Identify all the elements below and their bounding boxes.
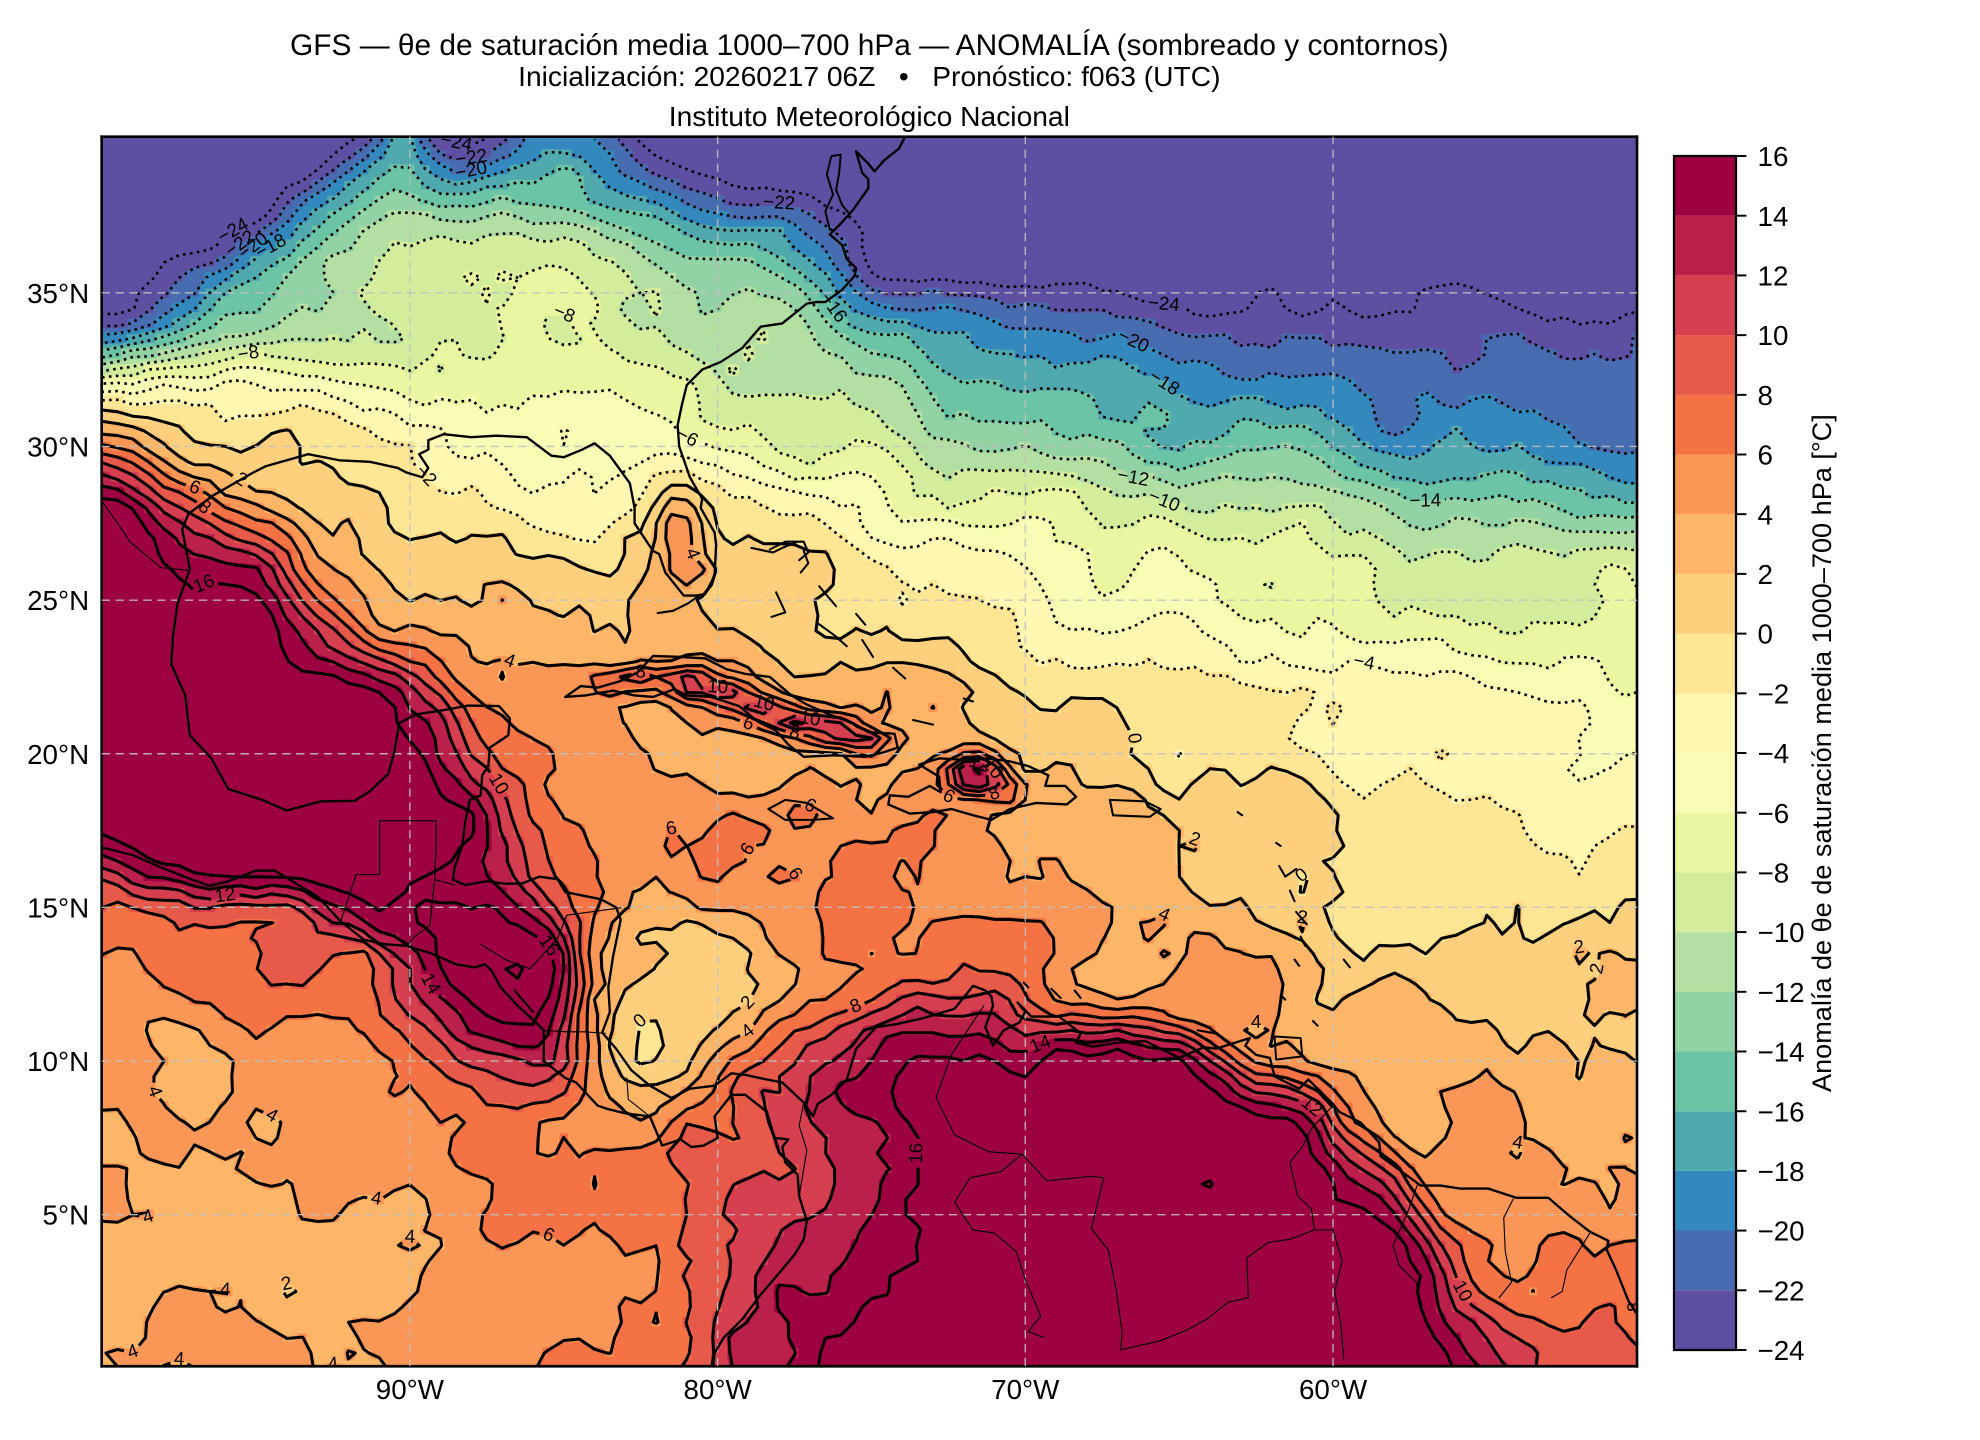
svg-text:2: 2 — [1758, 559, 1773, 590]
svg-text:10: 10 — [751, 690, 776, 716]
svg-text:80°W: 80°W — [684, 1374, 753, 1405]
svg-text:10°N: 10°N — [27, 1046, 89, 1077]
svg-text:25°N: 25°N — [27, 585, 89, 616]
svg-text:−2: −2 — [1758, 678, 1790, 709]
svg-text:−4: −4 — [1758, 738, 1790, 769]
svg-text:70°W: 70°W — [991, 1374, 1060, 1405]
svg-text:−22: −22 — [763, 191, 796, 214]
svg-text:6: 6 — [1758, 440, 1773, 471]
svg-text:0: 0 — [1758, 619, 1773, 650]
svg-text:10: 10 — [798, 706, 822, 730]
svg-text:−14: −14 — [1758, 1037, 1805, 1068]
svg-text:4: 4 — [220, 1278, 231, 1299]
svg-text:0: 0 — [1124, 731, 1146, 744]
svg-text:−20: −20 — [1758, 1216, 1805, 1247]
svg-text:−22: −22 — [454, 144, 488, 169]
svg-text:10: 10 — [1758, 320, 1789, 351]
svg-text:5°N: 5°N — [43, 1200, 90, 1231]
svg-text:2: 2 — [279, 1272, 294, 1295]
svg-text:8: 8 — [635, 660, 646, 681]
svg-text:16: 16 — [1758, 141, 1789, 172]
svg-text:Instituto Meteorológico Nacion: Instituto Meteorológico Nacional — [669, 100, 1070, 132]
svg-text:12: 12 — [213, 883, 236, 907]
svg-text:6: 6 — [664, 816, 678, 839]
svg-text:60°W: 60°W — [1299, 1374, 1368, 1405]
svg-text:4: 4 — [173, 1348, 185, 1370]
svg-text:8: 8 — [1758, 380, 1773, 411]
svg-text:4: 4 — [1511, 1131, 1525, 1153]
svg-text:−8: −8 — [236, 341, 260, 365]
svg-text:−8: −8 — [1758, 858, 1790, 889]
svg-text:−24: −24 — [1758, 1335, 1805, 1366]
svg-text:12: 12 — [1758, 260, 1789, 291]
svg-text:14: 14 — [1758, 201, 1789, 232]
svg-text:4: 4 — [327, 1352, 339, 1374]
svg-text:10: 10 — [707, 675, 729, 697]
svg-text:35°N: 35°N — [27, 278, 89, 309]
svg-text:16: 16 — [905, 1143, 926, 1164]
svg-text:Inicialización: 20260217 06Z: Inicialización: 20260217 06Z • Pronóstic… — [518, 60, 1220, 92]
svg-text:30°N: 30°N — [27, 432, 89, 463]
svg-text:15°N: 15°N — [27, 892, 89, 923]
svg-text:2: 2 — [1585, 961, 1608, 975]
svg-text:4: 4 — [1251, 1011, 1262, 1032]
svg-text:8: 8 — [1623, 1302, 1644, 1313]
svg-text:−4: −4 — [1352, 649, 1377, 674]
svg-text:−24: −24 — [1147, 291, 1181, 315]
svg-text:4: 4 — [1758, 499, 1773, 530]
svg-text:8: 8 — [787, 721, 802, 744]
svg-text:20°N: 20°N — [27, 739, 89, 770]
svg-text:−10: −10 — [1758, 917, 1805, 948]
svg-text:90°W: 90°W — [376, 1374, 445, 1405]
svg-text:4: 4 — [404, 1225, 415, 1246]
svg-text:4: 4 — [370, 1186, 384, 1208]
svg-text:−16: −16 — [1758, 1096, 1805, 1127]
svg-text:−22: −22 — [1758, 1275, 1805, 1306]
svg-text:−12: −12 — [1758, 977, 1805, 1008]
svg-text:−6: −6 — [1758, 798, 1790, 829]
svg-text:2: 2 — [1572, 935, 1586, 957]
svg-text:−14: −14 — [1409, 489, 1441, 511]
svg-text:−18: −18 — [1758, 1156, 1805, 1187]
svg-text:−24: −24 — [439, 128, 474, 155]
svg-text:Anomalía de θe de saturación m: Anomalía de θe de saturación media 1000–… — [1806, 414, 1837, 1092]
svg-text:GFS — θe de saturación media 1: GFS — θe de saturación media 1000–700 hP… — [290, 29, 1449, 62]
